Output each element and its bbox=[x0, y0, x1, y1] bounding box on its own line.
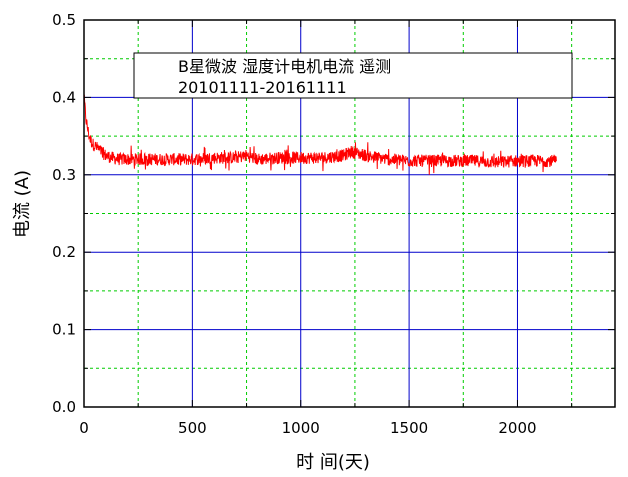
y-tick-label: 0.3 bbox=[52, 166, 76, 184]
axis-ticks bbox=[83, 19, 615, 408]
x-tick-label: 1000 bbox=[282, 419, 320, 437]
legend-frame bbox=[133, 52, 573, 99]
x-axis-title: 时 间(天) bbox=[296, 452, 370, 473]
x-tick-label: 0 bbox=[79, 419, 89, 437]
y-tick-label: 0.4 bbox=[52, 88, 76, 106]
y-tick-label: 0.2 bbox=[52, 243, 76, 261]
series-line bbox=[83, 94, 557, 175]
legend-line-1: B星微波 湿度计电机电流 遥测 bbox=[178, 57, 391, 76]
x-tick-label: 500 bbox=[178, 419, 207, 437]
y-tick-label: 0.0 bbox=[52, 398, 76, 416]
series-layer bbox=[83, 94, 557, 175]
x-tick-label: 2000 bbox=[498, 419, 536, 437]
y-tick-label: 0.1 bbox=[52, 321, 76, 339]
y-axis-title: 电流 (A) bbox=[12, 170, 33, 238]
y-tick-label: 0.5 bbox=[52, 11, 76, 29]
legend-line-2: 20101111-20161111 bbox=[178, 78, 347, 97]
y-tick-labels: 0.0 0.1 0.2 0.3 0.4 0.5 bbox=[52, 11, 76, 416]
x-tick-label: 1500 bbox=[390, 419, 428, 437]
legend-box: B星微波 湿度计电机电流 遥测 20101111-20161111 bbox=[133, 52, 573, 99]
x-tick-labels: 0 500 1000 1500 2000 bbox=[79, 419, 536, 437]
